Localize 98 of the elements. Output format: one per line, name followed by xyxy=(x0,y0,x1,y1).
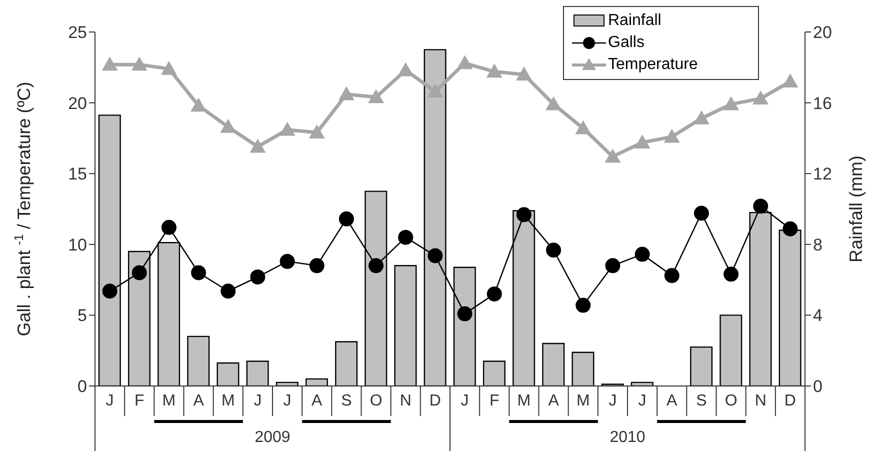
point xyxy=(457,306,472,322)
x-tick-label: J xyxy=(283,392,292,410)
point xyxy=(576,298,591,313)
bar xyxy=(394,265,417,386)
x-tick-label: J xyxy=(638,392,646,410)
x-tick-label: D xyxy=(784,392,796,410)
point xyxy=(664,128,680,143)
point xyxy=(398,230,414,245)
y-tick-label: 0 xyxy=(78,377,87,396)
point xyxy=(309,258,324,274)
y2-axis-title: Rainfall (mm) xyxy=(846,155,866,263)
x-tick-label: M xyxy=(517,392,531,410)
point xyxy=(724,266,739,282)
y2-tick-label: 4 xyxy=(813,306,822,326)
y2-tick-label: 12 xyxy=(813,164,832,184)
point xyxy=(605,258,620,274)
bar xyxy=(690,346,713,386)
x-tick-label: O xyxy=(370,392,382,410)
point xyxy=(338,211,354,226)
point xyxy=(634,134,650,148)
x-tick-label: M xyxy=(162,392,176,410)
point xyxy=(546,96,562,110)
x-tick-label: M xyxy=(221,392,235,410)
point xyxy=(427,83,444,98)
point xyxy=(634,246,650,262)
legend-label: Rainfall xyxy=(608,12,662,30)
x-tick-label: A xyxy=(312,392,323,410)
y2-tick-label: 20 xyxy=(813,23,832,42)
point xyxy=(191,265,206,280)
y-tick-label: 5 xyxy=(78,306,87,326)
text: 2009 xyxy=(254,429,290,446)
point xyxy=(782,74,798,88)
x-tick-label: M xyxy=(576,392,590,410)
bar xyxy=(482,360,506,386)
bar xyxy=(335,341,358,386)
bar xyxy=(216,362,240,386)
point xyxy=(132,265,147,280)
point xyxy=(131,56,148,71)
point xyxy=(516,207,532,222)
legend-label: Temperature xyxy=(608,56,698,74)
point xyxy=(752,90,769,105)
point xyxy=(546,242,562,258)
point xyxy=(220,284,236,299)
x-tick-label: F xyxy=(134,392,144,410)
point xyxy=(308,124,325,139)
y-tick-label: 20 xyxy=(68,94,87,113)
point xyxy=(250,138,266,153)
bar xyxy=(187,336,210,386)
point xyxy=(338,86,354,100)
x-tick-label: J xyxy=(460,392,469,410)
x-tick-label: N xyxy=(754,392,766,410)
y2-tick-label: 16 xyxy=(813,94,832,113)
point xyxy=(664,268,680,284)
y2-tick-label: 8 xyxy=(813,235,822,254)
point xyxy=(160,60,177,75)
point xyxy=(694,206,709,221)
point xyxy=(456,55,473,70)
x-tick-label: A xyxy=(193,392,204,410)
x-tick-label: J xyxy=(608,392,617,410)
y2-tick-label: 0 xyxy=(813,377,822,396)
x-tick-label: A xyxy=(548,392,560,410)
bar xyxy=(246,360,269,386)
point xyxy=(102,284,118,299)
point xyxy=(486,286,502,302)
point xyxy=(280,254,295,269)
bar xyxy=(542,342,565,386)
y-tick-label: 15 xyxy=(68,164,87,184)
point xyxy=(723,96,740,110)
point xyxy=(575,120,592,134)
legend-label: Galls xyxy=(608,34,644,52)
point xyxy=(368,258,384,274)
bar xyxy=(305,378,328,386)
bar xyxy=(572,352,594,386)
point xyxy=(753,198,768,214)
x-tick-label: J xyxy=(254,392,262,410)
point xyxy=(486,64,502,78)
x-tick-label: D xyxy=(429,392,441,410)
point xyxy=(516,66,532,80)
point xyxy=(428,248,443,264)
y-tick-label: 25 xyxy=(68,23,87,42)
y-tick-label: 10 xyxy=(68,235,87,254)
bar xyxy=(720,314,742,386)
point xyxy=(250,269,266,284)
point xyxy=(782,221,798,236)
x-tick-label: S xyxy=(696,392,707,410)
x-tick-label: A xyxy=(666,392,678,410)
x-tick-label: F xyxy=(489,392,500,410)
x-tick-label: J xyxy=(106,392,114,410)
text: 2010 xyxy=(610,429,646,446)
x-tick-label: N xyxy=(400,392,412,410)
point xyxy=(368,89,384,104)
point xyxy=(604,148,621,163)
point xyxy=(161,220,176,235)
point xyxy=(279,122,296,136)
x-tick-label: O xyxy=(724,392,738,410)
point xyxy=(693,110,710,124)
x-tick-label: S xyxy=(341,392,352,410)
point xyxy=(102,56,118,71)
